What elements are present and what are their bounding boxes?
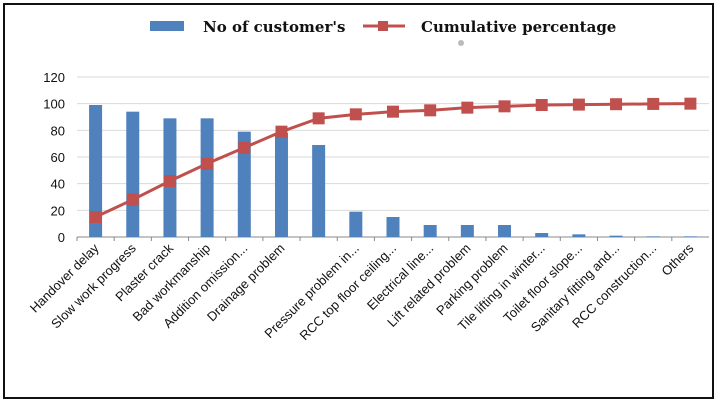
cumulative-marker-7 xyxy=(349,108,362,121)
cumulative-marker-0 xyxy=(89,211,102,223)
cumulative-marker-8 xyxy=(387,105,399,118)
cumulative-marker-6 xyxy=(312,112,325,125)
legend: No of customer's Cumulative percentage xyxy=(150,18,616,46)
bar-series xyxy=(89,105,697,237)
bar-4 xyxy=(237,131,251,237)
x-tick-label: Others xyxy=(658,240,697,279)
cumulative-marker-10 xyxy=(461,101,474,114)
bar-3 xyxy=(200,118,214,237)
y-tick-label: 20 xyxy=(51,203,65,218)
bar-5 xyxy=(274,133,288,237)
legend-label-cumulative: Cumulative percentage xyxy=(421,18,616,36)
bar-7 xyxy=(349,211,363,237)
cumulative-marker-9 xyxy=(424,104,437,117)
cumulative-marker-15 xyxy=(647,97,660,110)
bar-6 xyxy=(312,145,326,237)
cursor-dot xyxy=(458,40,464,46)
legend-swatch-customers xyxy=(150,21,184,31)
cumulative-marker-14 xyxy=(610,98,623,111)
bar-8 xyxy=(386,217,400,237)
y-tick-label: 0 xyxy=(58,230,65,245)
bar-12 xyxy=(535,233,549,237)
cumulative-marker-16 xyxy=(684,97,697,110)
cumulative-line-series xyxy=(89,97,697,223)
legend-swatch-marker xyxy=(378,21,388,31)
bar-13 xyxy=(572,234,586,237)
cumulative-marker-4 xyxy=(238,141,251,154)
bar-10 xyxy=(460,225,474,237)
cumulative-line xyxy=(94,102,691,219)
cumulative-marker-2 xyxy=(163,175,176,187)
cumulative-marker-13 xyxy=(572,98,585,111)
y-tick-label: 60 xyxy=(51,150,65,165)
bar-14 xyxy=(609,235,623,237)
cumulative-marker-1 xyxy=(126,193,139,206)
cumulative-marker-3 xyxy=(201,157,214,170)
y-tick-label: 80 xyxy=(51,123,65,138)
y-tick-label: 100 xyxy=(43,97,65,112)
y-axis: 0 20 40 60 80 100 120 xyxy=(43,70,65,245)
chart-frame: 0 20 40 60 80 100 120 Handover delay Slow work … xyxy=(3,3,714,399)
y-tick-label: 120 xyxy=(43,70,65,85)
bar-11 xyxy=(498,225,512,237)
gridlines xyxy=(77,76,709,238)
cumulative-marker-11 xyxy=(498,100,511,113)
cumulative-marker-5 xyxy=(275,125,288,138)
bar-15 xyxy=(646,236,660,237)
bar-16 xyxy=(683,236,697,237)
bar-1 xyxy=(126,111,140,237)
cumulative-marker-12 xyxy=(535,99,548,111)
legend-label-customers: No of customer's xyxy=(203,18,345,36)
bar-9 xyxy=(423,225,437,237)
y-tick-label: 40 xyxy=(51,177,65,192)
bar-0 xyxy=(89,105,103,237)
